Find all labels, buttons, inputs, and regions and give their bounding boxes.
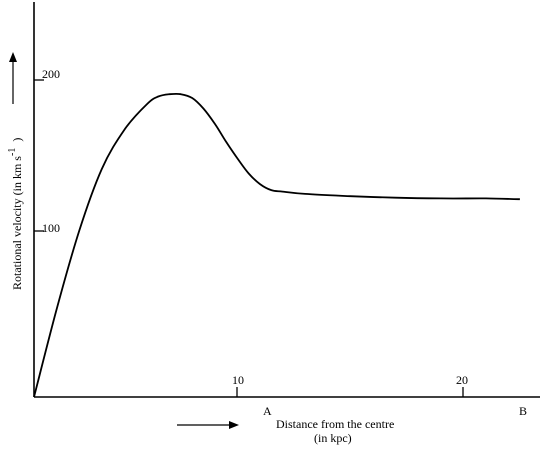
point-label-a: A (263, 404, 272, 418)
point-label-b: B (519, 404, 527, 418)
x-axis-label-line2: (in kpc) (314, 431, 352, 445)
x-tick-label-10: 10 (232, 373, 244, 387)
y-tick-label-200: 200 (42, 67, 60, 81)
y-tick-label-100: 100 (42, 221, 60, 235)
rotation-curve-line (33, 92, 520, 398)
y-direction-arrow-head (9, 52, 17, 62)
x-direction-arrow-head (229, 421, 239, 429)
x-tick-label-20: 20 (456, 373, 468, 387)
y-axis-label-superscript: -1 (7, 148, 18, 156)
y-axis-label-main: Rotational velocity (in km s (10, 156, 24, 290)
y-axis-label-close: ) (10, 138, 24, 142)
x-axis-label-line1: Distance from the centre (276, 417, 394, 431)
y-axis-label: Rotational velocity (in km s-1) (7, 138, 24, 290)
